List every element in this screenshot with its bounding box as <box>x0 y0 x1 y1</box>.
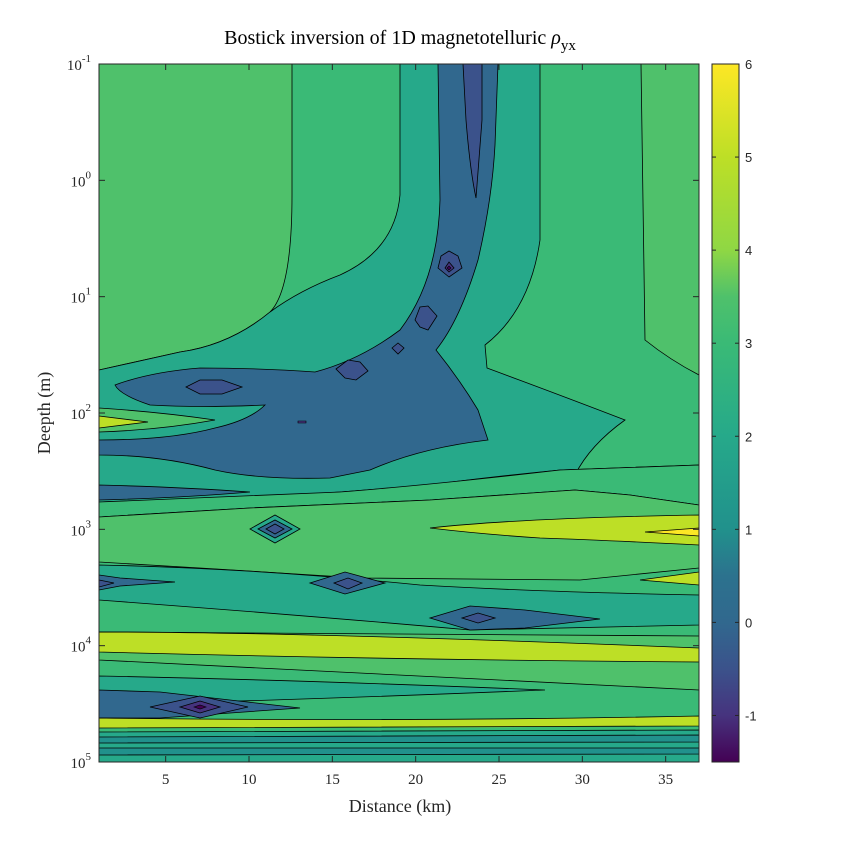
x-axis-label: Distance (km) <box>349 796 451 817</box>
band-yellow-right-lower <box>639 571 699 586</box>
y-axis: 10-1 100 101 102 103 104 105 <box>67 53 699 772</box>
min-depth-6000-inner <box>460 612 497 624</box>
x-tick-label: 35 <box>658 772 673 788</box>
colorbar-tick-label: 3 <box>745 336 752 351</box>
colorbar-tick-label: 5 <box>745 150 752 165</box>
y-axis-label: Deepth (m) <box>34 372 55 454</box>
band-green-1 <box>99 489 699 581</box>
min-depth-1000-inner <box>265 523 285 535</box>
band-teal-bottom <box>99 729 699 762</box>
title-subscript: yx <box>561 38 577 54</box>
min-lens-4 <box>185 379 244 395</box>
left-yellow-lens <box>99 407 216 433</box>
min-lens-3 <box>335 359 369 381</box>
region-upper-right-green <box>640 64 699 376</box>
y-tick-label: 103 <box>71 518 92 539</box>
band-dark-bottom-1 <box>99 734 699 744</box>
colorbar-tick-label: 1 <box>745 522 752 537</box>
colorbar-tick-label: 0 <box>745 615 752 630</box>
band-yellow-bottom <box>99 715 699 729</box>
x-axis: 5 10 15 20 25 30 35 <box>162 64 673 788</box>
x-tick-label: 20 <box>408 772 423 788</box>
title-main: Bostick inversion of 1D magnetotelluric <box>224 27 551 49</box>
y-tick-label: 101 <box>71 286 92 307</box>
min-depth-35000-core <box>193 704 207 710</box>
band-yellow-3 <box>99 631 699 663</box>
colorbar <box>711 63 740 763</box>
colorbar-axis: -1 0 1 2 3 4 5 6 <box>712 57 757 723</box>
chart-title: Bostick inversion of 1D magnetotelluric … <box>224 27 576 54</box>
colorbar-tick-label: 6 <box>745 57 752 72</box>
min-lens-1 <box>414 305 438 331</box>
min-depth-6000-outer <box>428 605 601 631</box>
colorbar-tick-label: -1 <box>745 708 757 723</box>
contour-fill-layer <box>99 64 699 762</box>
colorbar-tick-label: 4 <box>745 243 752 258</box>
x-tick-label: 10 <box>242 772 257 788</box>
min-depth-7-core <box>446 265 452 271</box>
x-tick-label: 25 <box>492 772 507 788</box>
colorbar-tick-label: 2 <box>745 429 752 444</box>
title-rho-symbol: ρ <box>550 27 561 49</box>
small-dash <box>297 420 307 424</box>
band-dark-bottom-2 <box>99 747 699 756</box>
y-tick-label: 100 <box>71 169 92 190</box>
band-yellow-right <box>429 514 699 546</box>
y-tick-label: 102 <box>71 402 92 423</box>
band-dark-2 <box>99 574 176 591</box>
min-depth-3000-left <box>99 579 115 588</box>
x-tick-label: 15 <box>325 772 340 788</box>
min-depth-3000-inner <box>332 577 364 590</box>
band-yellow-right-small <box>644 527 699 537</box>
x-tick-label: 5 <box>162 772 170 788</box>
y-tick-label: 105 <box>71 751 92 772</box>
region-plume-core <box>99 64 499 479</box>
y-tick-label: 10-1 <box>67 53 91 74</box>
left-dark-tongue <box>99 484 251 501</box>
min-lens-2 <box>391 342 405 355</box>
left-yellow-core <box>99 415 149 429</box>
x-tick-label: 30 <box>575 772 590 788</box>
region-plume-inner <box>462 64 483 199</box>
y-tick-label: 104 <box>71 635 92 656</box>
